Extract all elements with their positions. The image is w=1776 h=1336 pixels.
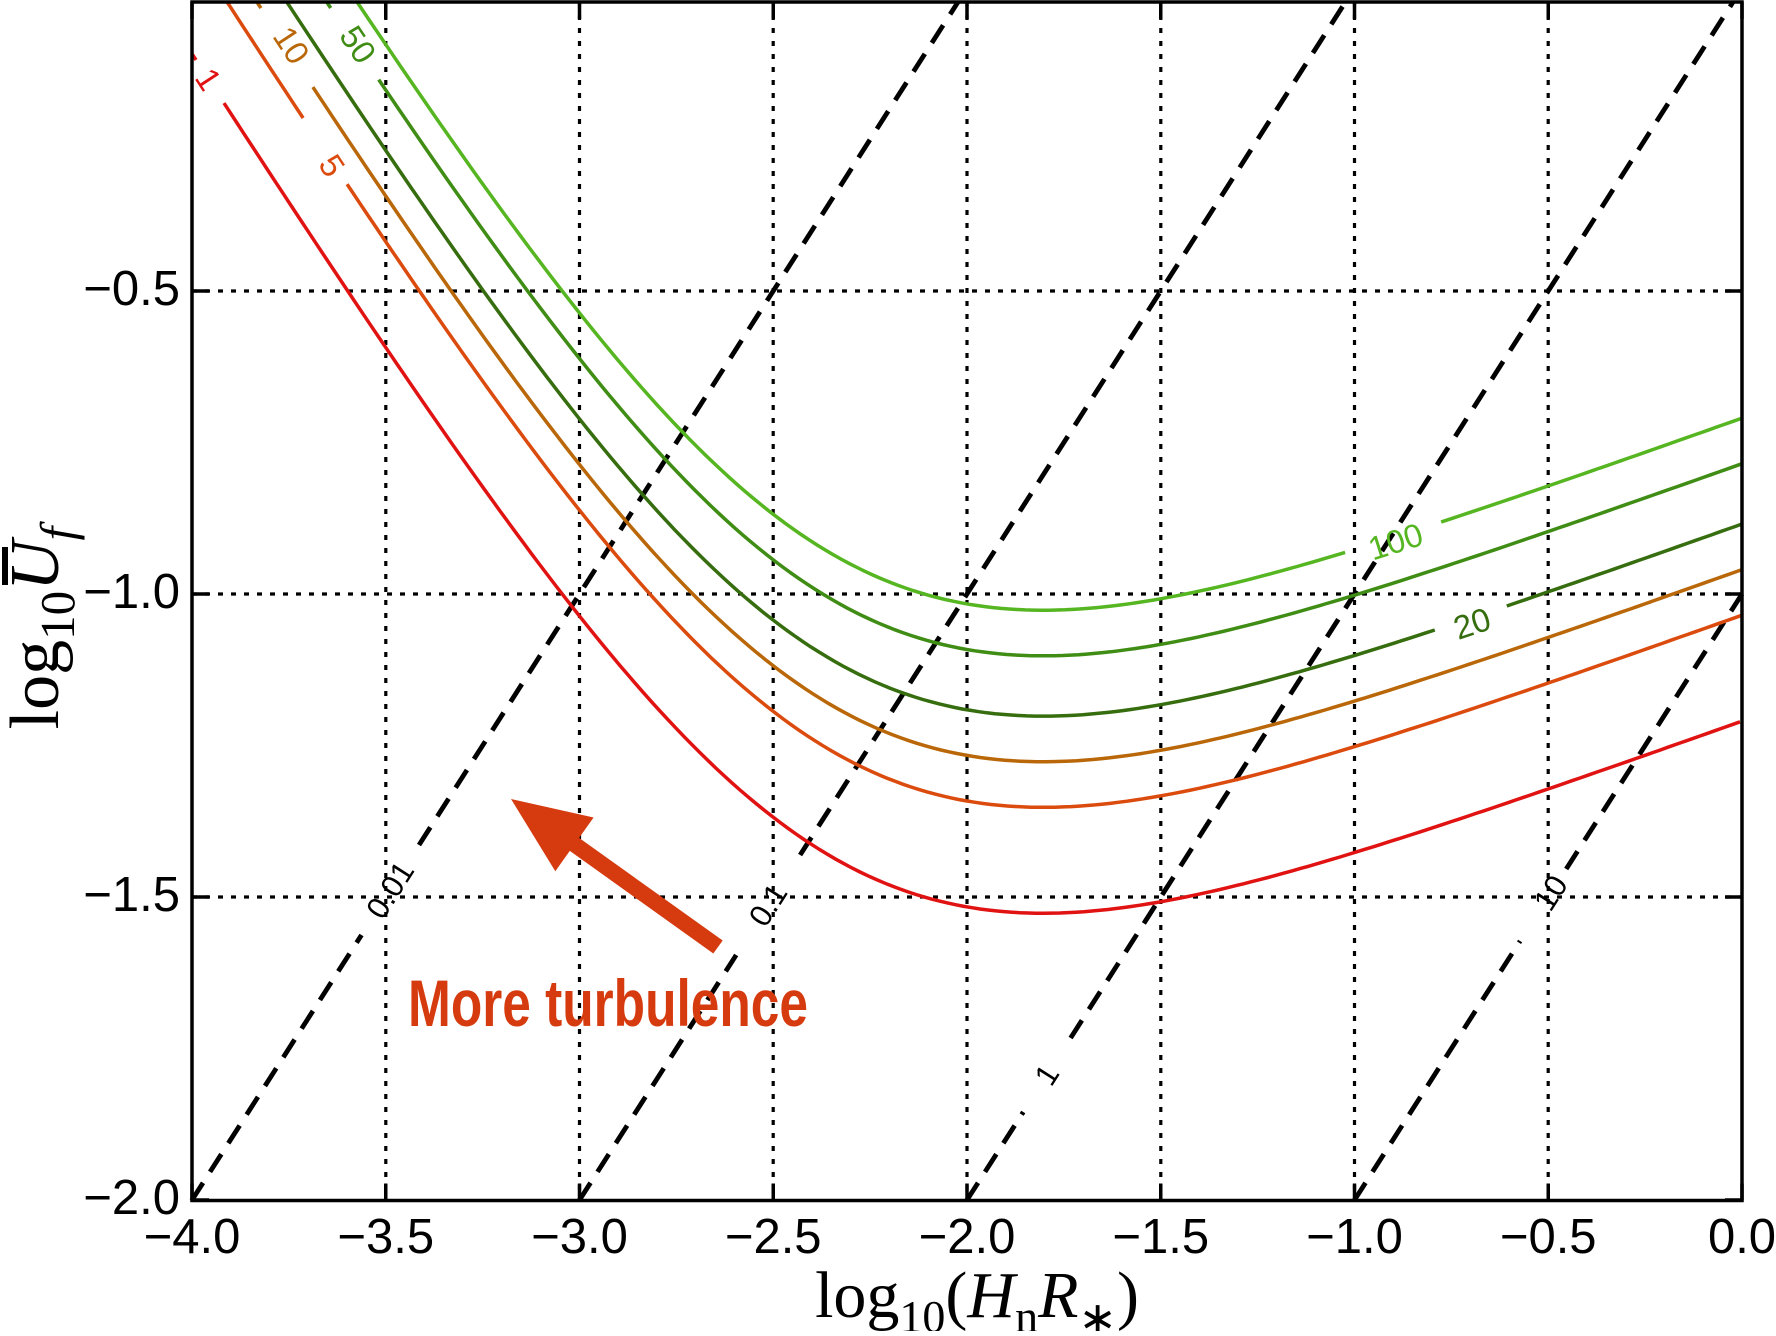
svg-text:−2.0: −2.0 — [919, 1210, 1016, 1264]
svg-text:−0.5: −0.5 — [1500, 1210, 1597, 1264]
svg-text:−2.0: −2.0 — [83, 1171, 180, 1225]
svg-text:−2.5: −2.5 — [725, 1210, 822, 1264]
svg-text:−0.5: −0.5 — [83, 262, 180, 316]
svg-text:0.0: 0.0 — [1708, 1210, 1776, 1264]
svg-text:−3.5: −3.5 — [337, 1210, 434, 1264]
svg-text:−1.0: −1.0 — [83, 565, 180, 619]
svg-text:−1.5: −1.5 — [83, 868, 180, 922]
svg-text:More turbulence: More turbulence — [408, 966, 808, 1040]
svg-text:−1.0: −1.0 — [1306, 1210, 1403, 1264]
svg-text:−3.0: −3.0 — [531, 1210, 628, 1264]
svg-text:−1.5: −1.5 — [1112, 1210, 1209, 1264]
svg-text:log10Uf: log10Uf — [0, 520, 85, 729]
svg-text:−4.0: −4.0 — [144, 1210, 241, 1264]
